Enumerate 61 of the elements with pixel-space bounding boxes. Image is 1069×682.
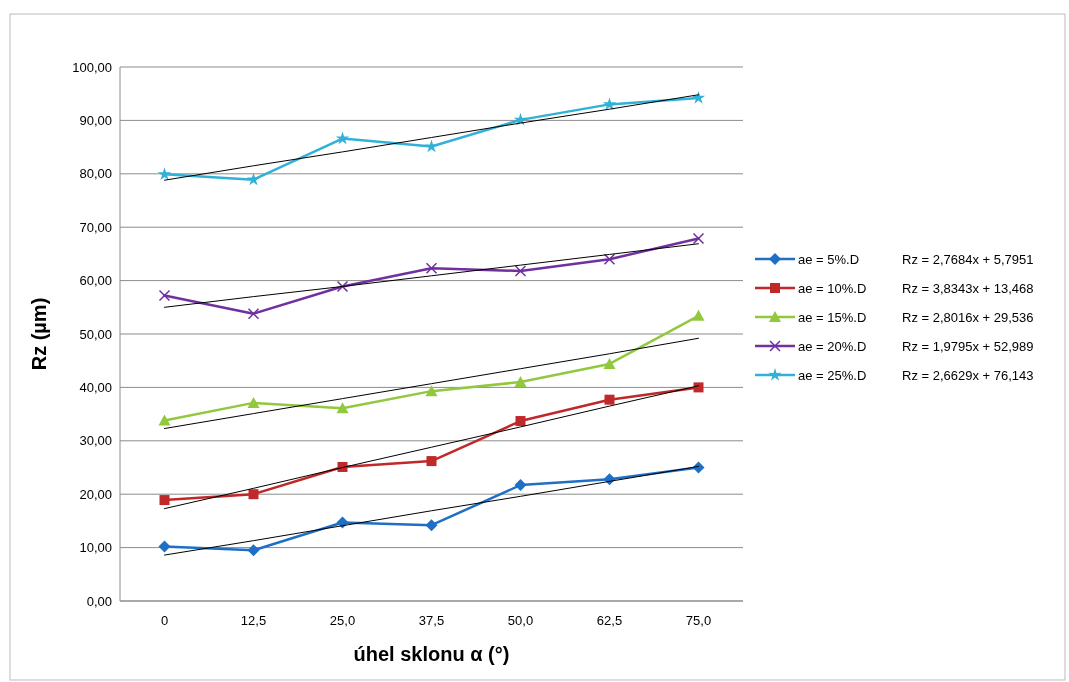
y-tick-label: 40,00: [79, 379, 112, 395]
point: [604, 394, 615, 405]
x-tick-label: 0: [160, 613, 169, 628]
point: [336, 280, 349, 293]
x-tick-label: 62,5: [596, 613, 623, 628]
point: [425, 262, 438, 275]
y-tick-label: 60,00: [79, 273, 112, 289]
text: Rz = 2,7684x + 5,7951: [902, 251, 1034, 267]
point: [425, 519, 438, 532]
point: [692, 232, 705, 245]
y-tick-label: 10,00: [79, 540, 112, 556]
x-tick-label: 50,0: [507, 613, 534, 628]
y-tick-label: 90,00: [79, 112, 112, 128]
point: [158, 289, 171, 302]
point: [426, 456, 437, 467]
line-series: [164, 337, 699, 430]
point: [159, 495, 170, 506]
legend-label: ae = 5%.D: [798, 251, 860, 267]
y-tick-label: 100,00: [72, 59, 112, 75]
point: [157, 167, 172, 180]
point: [158, 414, 171, 426]
y-tick-label: 30,00: [79, 433, 112, 449]
point: [603, 357, 616, 369]
x-axis-title: úhel sklonu α (°): [353, 643, 510, 665]
point: [515, 416, 526, 427]
x-tick-label: 75,0: [685, 613, 712, 628]
point: [692, 309, 705, 321]
y-tick-label: 80,00: [79, 166, 112, 182]
legend-label: ae = 20%.D: [798, 338, 867, 354]
y-tick-label: 50,00: [79, 326, 112, 342]
legend-label: ae = 15%.D: [798, 309, 867, 325]
point: [246, 172, 261, 186]
y-axis-title: Rz (µm): [28, 297, 50, 371]
legend-label: ae = 10%.D: [798, 280, 867, 296]
point: [335, 131, 350, 145]
point: [602, 97, 617, 111]
point: [336, 402, 349, 414]
point: [514, 265, 527, 277]
point: [514, 376, 527, 388]
point: [248, 489, 259, 500]
text: Rz = 1,9795x + 52,989: [902, 338, 1034, 354]
point: [247, 307, 260, 320]
point: [247, 544, 260, 557]
point: [693, 382, 704, 393]
y-tick-label: 20,00: [79, 486, 112, 502]
text: Rz = 2,8016x + 29,536: [902, 309, 1034, 325]
y-tick-label: 0,00: [86, 593, 112, 609]
x-tick-label: 12,5: [240, 613, 267, 628]
point: [158, 540, 171, 553]
point: [425, 385, 438, 397]
point: [247, 396, 260, 408]
text: Rz = 2,6629x + 76,143: [902, 367, 1034, 383]
legend-label: ae = 25%.D: [798, 367, 867, 383]
point: [514, 479, 527, 492]
line-series: [164, 243, 699, 308]
point: [603, 253, 616, 265]
point: [691, 90, 706, 104]
y-tick-label: 70,00: [79, 219, 112, 235]
x-tick-label: 37,5: [418, 613, 445, 628]
text: Rz = 3,8343x + 13,468: [902, 280, 1034, 296]
x-tick-label: 25,0: [329, 613, 356, 628]
